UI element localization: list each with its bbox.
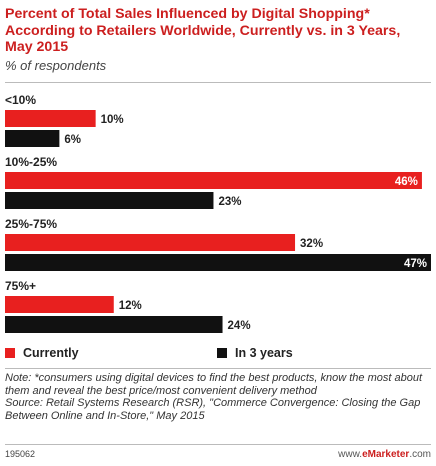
value-label-currently-cat-3: 12% — [119, 300, 142, 312]
category-label-cat-2: 25%-75% — [5, 217, 57, 231]
bar-in-3-years-cat-2 — [5, 254, 431, 271]
value-label-in-3-years-cat-1: 23% — [218, 196, 241, 208]
legend-in-3-years: In 3 years — [217, 346, 293, 360]
bar-currently-cat-3 — [5, 296, 114, 313]
value-label-currently-cat-0: 10% — [101, 114, 124, 126]
legend-label-currently: Currently — [23, 346, 79, 360]
bar-in-3-years-cat-1 — [5, 192, 214, 209]
value-label-currently-cat-1: 46% — [395, 176, 418, 188]
chart-note: Note: *consumers using digital devices t… — [5, 372, 433, 422]
bar-in-3-years-cat-0 — [5, 130, 60, 147]
chart-subtitle: % of respondents — [5, 58, 107, 73]
value-label-in-3-years-cat-3: 24% — [228, 320, 251, 332]
chart-title: Percent of Total Sales Influenced by Dig… — [5, 6, 401, 55]
chart-id: 195062 — [5, 449, 36, 459]
category-label-cat-3: 75%+ — [5, 279, 36, 293]
category-label-cat-1: 10%-25% — [5, 155, 57, 169]
footer-divider — [5, 444, 431, 445]
source-text: Source: Retail Systems Research (RSR), "… — [5, 397, 421, 422]
note-text: Note: *consumers using digital devices t… — [5, 372, 423, 397]
top-divider — [5, 82, 431, 83]
bar-currently-cat-2 — [5, 234, 296, 251]
bar-in-3-years-cat-3 — [5, 316, 223, 333]
legend-label-in-3-years: In 3 years — [235, 346, 293, 360]
category-label-cat-0: <10% — [5, 93, 36, 107]
footer: 195062 www.eMarketer.com — [5, 449, 431, 460]
legend-currently: Currently — [5, 346, 79, 360]
legend-swatch-in-3-years — [217, 348, 227, 358]
emarketer-logo[interactable]: www.eMarketer.com — [338, 449, 431, 460]
bar-chart: <10% 10% 6% 10%-25% 46% 23% 25%-75% 32% 47% 75%+ 1… — [5, 93, 431, 333]
legend-swatch-currently — [5, 348, 15, 358]
value-label-in-3-years-cat-0: 6% — [64, 134, 81, 146]
bar-currently-cat-1 — [5, 172, 422, 189]
value-label-in-3-years-cat-2: 47% — [404, 258, 427, 270]
bar-currently-cat-0 — [5, 110, 96, 127]
value-label-currently-cat-2: 32% — [300, 238, 323, 250]
note-divider — [5, 368, 431, 369]
